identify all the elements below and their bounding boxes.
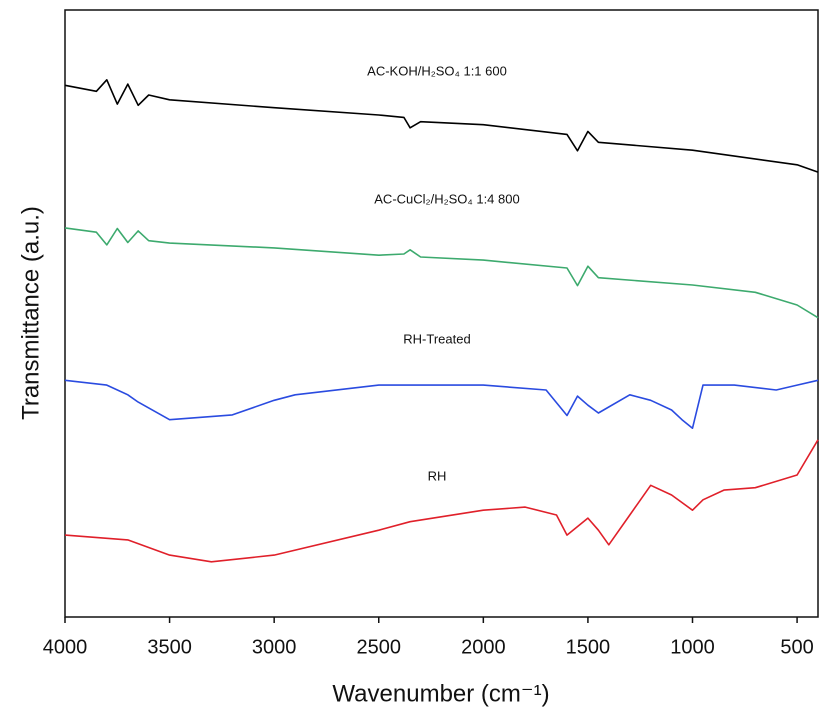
series-label: AC-KOH/H₂SO₄ 1:1 600 bbox=[367, 63, 507, 78]
x-tick-label: 2000 bbox=[461, 636, 506, 658]
series-label: RH bbox=[428, 468, 447, 483]
series-line bbox=[64, 439, 819, 563]
x-tick-label: 4000 bbox=[43, 636, 88, 658]
y-axis-label: Transmittance (a.u.) bbox=[17, 206, 44, 420]
series-label: AC-CuCl₂/H₂SO₄ 1:4 800 bbox=[374, 191, 519, 206]
x-tick-label: 1500 bbox=[566, 636, 611, 658]
x-tick-label: 3000 bbox=[252, 636, 297, 658]
series-line bbox=[64, 79, 819, 173]
x-tick-label: 2500 bbox=[357, 636, 402, 658]
plot-frame bbox=[64, 9, 819, 618]
series-label: RH-Treated bbox=[403, 331, 470, 346]
series-line bbox=[64, 227, 819, 319]
x-tick-label: 1000 bbox=[670, 636, 715, 658]
series-line bbox=[64, 379, 819, 429]
x-tick-label: 500 bbox=[780, 636, 813, 658]
x-axis-label: Wavenumber (cm⁻¹) bbox=[332, 680, 549, 707]
x-tick-label: 3500 bbox=[147, 636, 192, 658]
